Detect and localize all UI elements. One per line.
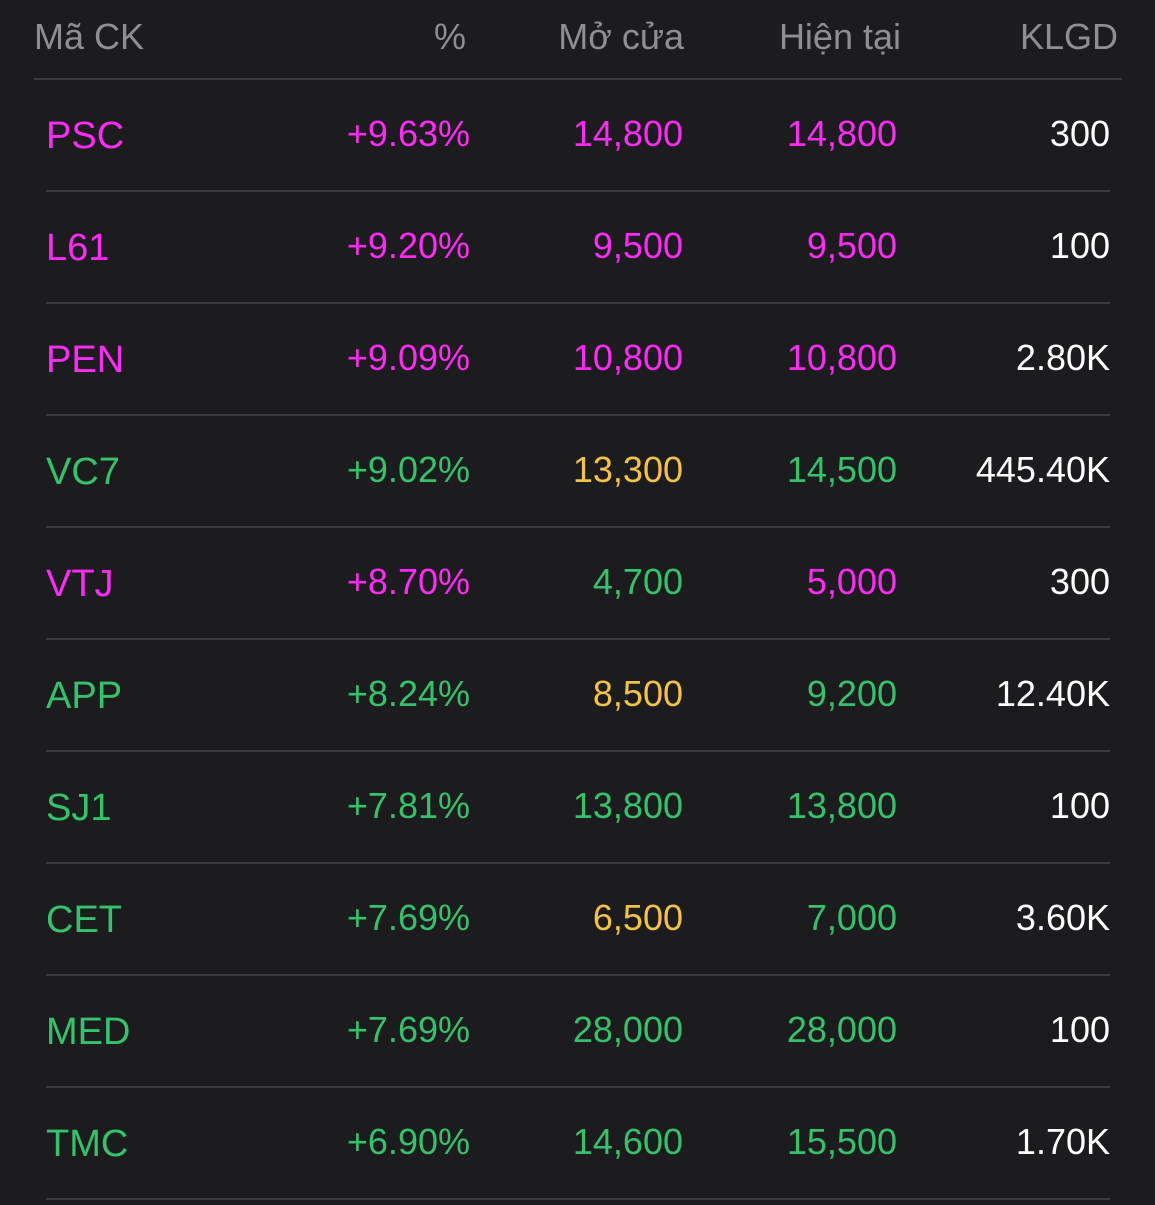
stock-current-price: 14,800 (786, 113, 897, 154)
header-symbol[interactable]: Mã CK (34, 16, 145, 57)
stock-open-price: 13,800 (572, 785, 683, 826)
stock-percent-change: +9.09% (346, 337, 470, 378)
stock-volume: 100 (1049, 1009, 1110, 1050)
stock-symbol: SJ1 (46, 787, 112, 829)
stock-current-price: 28,000 (786, 1009, 897, 1050)
stock-row[interactable]: CET +7.69% 6,500 7,000 3.60K (46, 864, 1110, 976)
header-volume[interactable]: KLGD (1019, 16, 1118, 57)
stock-symbol: L61 (46, 227, 110, 269)
stock-symbol: TMC (46, 1123, 129, 1165)
stock-row[interactable]: VTJ +8.70% 4,700 5,000 300 (46, 528, 1110, 640)
stock-current-price: 13,800 (786, 785, 897, 826)
header-percent[interactable]: % (433, 16, 466, 57)
stock-percent-change: +9.02% (346, 449, 470, 490)
stock-row[interactable]: APP +8.24% 8,500 9,200 12.40K (46, 640, 1110, 752)
stock-open-price: 4,700 (592, 561, 683, 602)
stock-current-price: 9,500 (806, 225, 897, 266)
stock-row[interactable]: VC7 +9.02% 13,300 14,500 445.40K (46, 416, 1110, 528)
stock-volume: 300 (1049, 113, 1110, 154)
stock-row[interactable]: SJ1 +7.81% 13,800 13,800 100 (46, 752, 1110, 864)
stock-volume: 12.40K (995, 673, 1110, 714)
stock-volume: 100 (1049, 785, 1110, 826)
stock-volume: 1.70K (1015, 1121, 1110, 1162)
stock-open-price: 14,600 (572, 1121, 683, 1162)
stock-open-price: 28,000 (572, 1009, 683, 1050)
stock-current-price: 9,200 (806, 673, 897, 714)
stock-symbol: VC7 (46, 451, 120, 493)
stock-row[interactable]: MED +7.69% 28,000 28,000 100 (46, 976, 1110, 1088)
stock-symbol: VTJ (46, 563, 114, 605)
stock-percent-change: +8.24% (346, 673, 470, 714)
stock-percent-change: +7.69% (346, 897, 470, 938)
stock-symbol: APP (46, 675, 123, 717)
stock-volume: 3.60K (1015, 897, 1110, 938)
stock-current-price: 15,500 (786, 1121, 897, 1162)
stock-percent-change: +9.63% (346, 113, 470, 154)
stock-open-price: 13,300 (572, 449, 683, 490)
stock-symbol: PSC (46, 115, 125, 157)
table-header: Mã CK % Mở cửa Hiện tại KLGD (34, 0, 1122, 80)
stock-symbol: PEN (46, 339, 125, 381)
stock-symbol: MED (46, 1011, 131, 1053)
stock-row[interactable]: TMC +6.90% 14,600 15,500 1.70K (46, 1088, 1110, 1200)
stock-volume: 100 (1049, 225, 1110, 266)
stock-open-price: 9,500 (592, 225, 683, 266)
stock-percent-change: +9.20% (346, 225, 470, 266)
stock-percent-change: +6.90% (346, 1121, 470, 1162)
stock-open-price: 14,800 (572, 113, 683, 154)
stock-open-price: 10,800 (572, 337, 683, 378)
stock-current-price: 14,500 (786, 449, 897, 490)
stock-percent-change: +8.70% (346, 561, 470, 602)
stock-open-price: 6,500 (592, 897, 683, 938)
stock-list: PSC +9.63% 14,800 14,800 300 L61 +9.20% … (46, 80, 1110, 1200)
stock-current-price: 5,000 (806, 561, 897, 602)
stock-row[interactable]: L61 +9.20% 9,500 9,500 100 (46, 192, 1110, 304)
stock-percent-change: +7.81% (346, 785, 470, 826)
stock-row[interactable]: PEN +9.09% 10,800 10,800 2.80K (46, 304, 1110, 416)
stock-volume: 445.40K (975, 449, 1110, 490)
stock-volume: 300 (1049, 561, 1110, 602)
header-open[interactable]: Mở cửa (558, 16, 684, 57)
stock-volume: 2.80K (1015, 337, 1110, 378)
stock-symbol: CET (46, 899, 122, 941)
stock-open-price: 8,500 (592, 673, 683, 714)
stock-current-price: 7,000 (806, 897, 897, 938)
stock-current-price: 10,800 (786, 337, 897, 378)
stock-percent-change: +7.69% (346, 1009, 470, 1050)
stock-row[interactable]: PSC +9.63% 14,800 14,800 300 (46, 80, 1110, 192)
header-current[interactable]: Hiện tại (778, 16, 901, 57)
